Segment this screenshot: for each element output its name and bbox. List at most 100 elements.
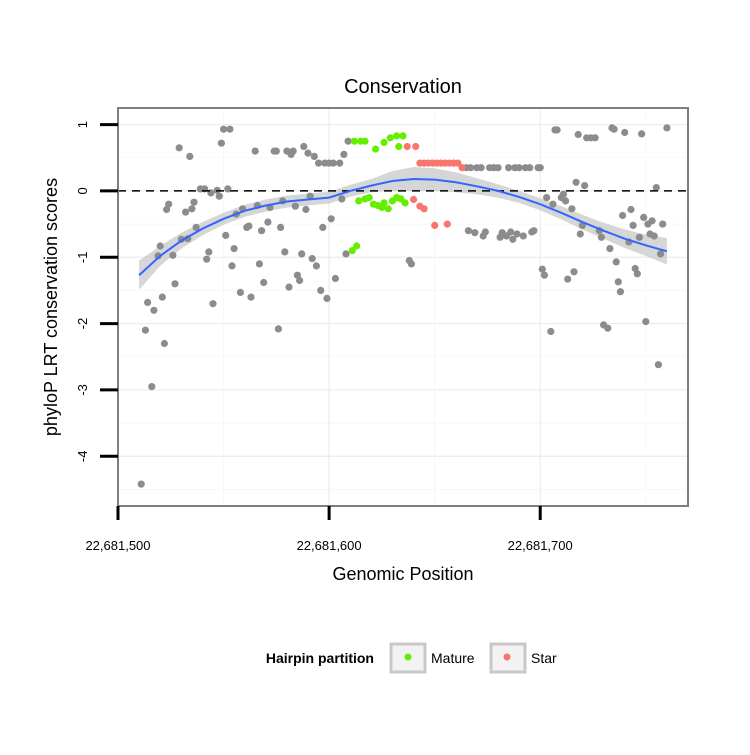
data-point-other: [572, 178, 580, 186]
data-point-other: [574, 130, 582, 139]
data-point-other: [291, 202, 299, 210]
data-point-other: [217, 139, 225, 147]
data-point-mature: [401, 199, 409, 207]
data-point-other: [327, 215, 335, 223]
data-point-other: [652, 184, 660, 192]
data-point-other: [663, 124, 671, 132]
data-point-other: [205, 248, 213, 256]
data-point-other: [526, 164, 534, 172]
data-point-other: [317, 286, 325, 294]
data-point-other: [182, 208, 190, 216]
data-point-other: [192, 223, 200, 231]
data-point-other: [272, 147, 280, 155]
data-point-other: [300, 142, 308, 151]
data-point-other: [190, 198, 198, 206]
data-point-other: [222, 231, 230, 239]
data-point-star: [420, 205, 428, 213]
data-point-other: [247, 293, 255, 301]
data-point-other: [296, 276, 304, 285]
data-point-other: [654, 361, 663, 369]
data-point-other: [154, 252, 162, 260]
x-tick-label: 22,681,700: [508, 538, 573, 553]
data-point-other: [148, 383, 156, 391]
data-point-other: [494, 164, 502, 172]
data-point-other: [342, 250, 350, 258]
y-tick-label: -4: [75, 451, 90, 463]
confidence-band: [139, 167, 667, 290]
data-point-other: [137, 480, 145, 488]
data-point-other: [141, 326, 149, 334]
data-point-other: [509, 235, 517, 243]
y-axis-label: phyloP LRT conservation scores: [41, 178, 61, 436]
data-point-other: [538, 265, 546, 273]
data-point-other: [464, 227, 472, 235]
data-point-other: [648, 217, 656, 225]
data-point-other: [209, 300, 217, 308]
data-point-other: [344, 137, 352, 145]
y-axis: 1 0 -1 -2 -3 -4: [75, 121, 118, 462]
data-point-other: [604, 324, 612, 332]
x-axis-label: Genomic Position: [332, 564, 473, 584]
plot-panel-border: [117, 107, 689, 507]
data-point-mature: [380, 138, 388, 147]
data-point-star: [431, 221, 439, 229]
data-point-other: [621, 128, 629, 137]
data-point-other: [255, 260, 263, 268]
data-point-other: [481, 228, 489, 236]
data-point-star: [443, 220, 451, 228]
data-point-other: [477, 164, 485, 172]
data-point-other: [576, 230, 584, 238]
data-point-mature: [395, 142, 403, 151]
smooth-trend-line: [138, 177, 668, 276]
data-point-other: [627, 205, 635, 214]
x-axis: 22,681,500 22,681,600 22,681,700: [85, 506, 573, 553]
data-point-other: [581, 182, 589, 190]
data-point-other: [640, 213, 648, 221]
data-point-other: [281, 248, 289, 256]
data-point-other: [158, 293, 166, 301]
data-point-mature: [361, 137, 369, 145]
y-tick-label: 1: [75, 121, 90, 128]
legend: Hairpin partition Mature Star: [266, 642, 557, 674]
data-point-other: [549, 200, 557, 208]
data-point-other: [543, 194, 551, 202]
data-point-mature: [399, 132, 407, 140]
smooth-line: [138, 177, 668, 276]
data-point-star: [454, 159, 462, 167]
x-tick-label: 22,681,600: [297, 538, 362, 553]
data-point-other: [175, 144, 183, 152]
data-points: [137, 124, 671, 488]
data-point-other: [245, 222, 253, 230]
data-point-other: [564, 275, 572, 283]
data-point-mature: [393, 132, 401, 140]
data-point-mature: [386, 134, 394, 142]
data-point-other: [619, 211, 627, 220]
data-point-other: [553, 126, 561, 134]
data-point-other: [310, 152, 318, 160]
data-point-other: [319, 223, 327, 231]
data-point-other: [144, 298, 152, 306]
data-point-other: [540, 271, 549, 279]
data-point-other: [597, 233, 606, 241]
data-point-other: [638, 130, 646, 138]
data-point-other: [304, 149, 312, 157]
data-point-other: [614, 278, 622, 286]
data-point-other: [285, 283, 293, 291]
data-point-other: [336, 159, 344, 167]
data-point-other: [215, 192, 223, 200]
data-point-other: [226, 125, 234, 133]
data-point-other: [650, 232, 658, 240]
data-point-other: [258, 227, 266, 235]
data-point-mature: [350, 137, 358, 145]
y-tick-label: -3: [75, 384, 90, 396]
data-point-other: [340, 150, 348, 158]
data-point-mature: [372, 145, 380, 153]
data-point-other: [329, 159, 337, 167]
data-point-other: [306, 192, 314, 200]
data-point-other: [559, 190, 568, 198]
data-point-other: [616, 288, 625, 296]
data-point-other: [186, 152, 194, 160]
data-point-star: [410, 195, 418, 204]
data-point-other: [612, 258, 620, 266]
